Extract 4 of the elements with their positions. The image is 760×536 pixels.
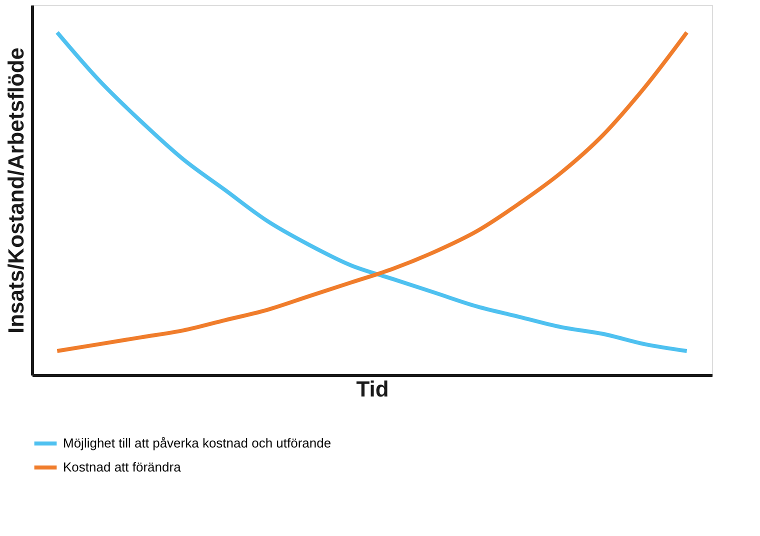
- x-axis-title: Tid: [356, 376, 389, 402]
- legend-label: Möjlighet till att påverka kostnad och utförande: [63, 436, 332, 450]
- y-axis-title: Insats/Kostand/Arbetsflöde: [4, 47, 28, 334]
- legend-label: Kostnad att förändra: [63, 460, 182, 474]
